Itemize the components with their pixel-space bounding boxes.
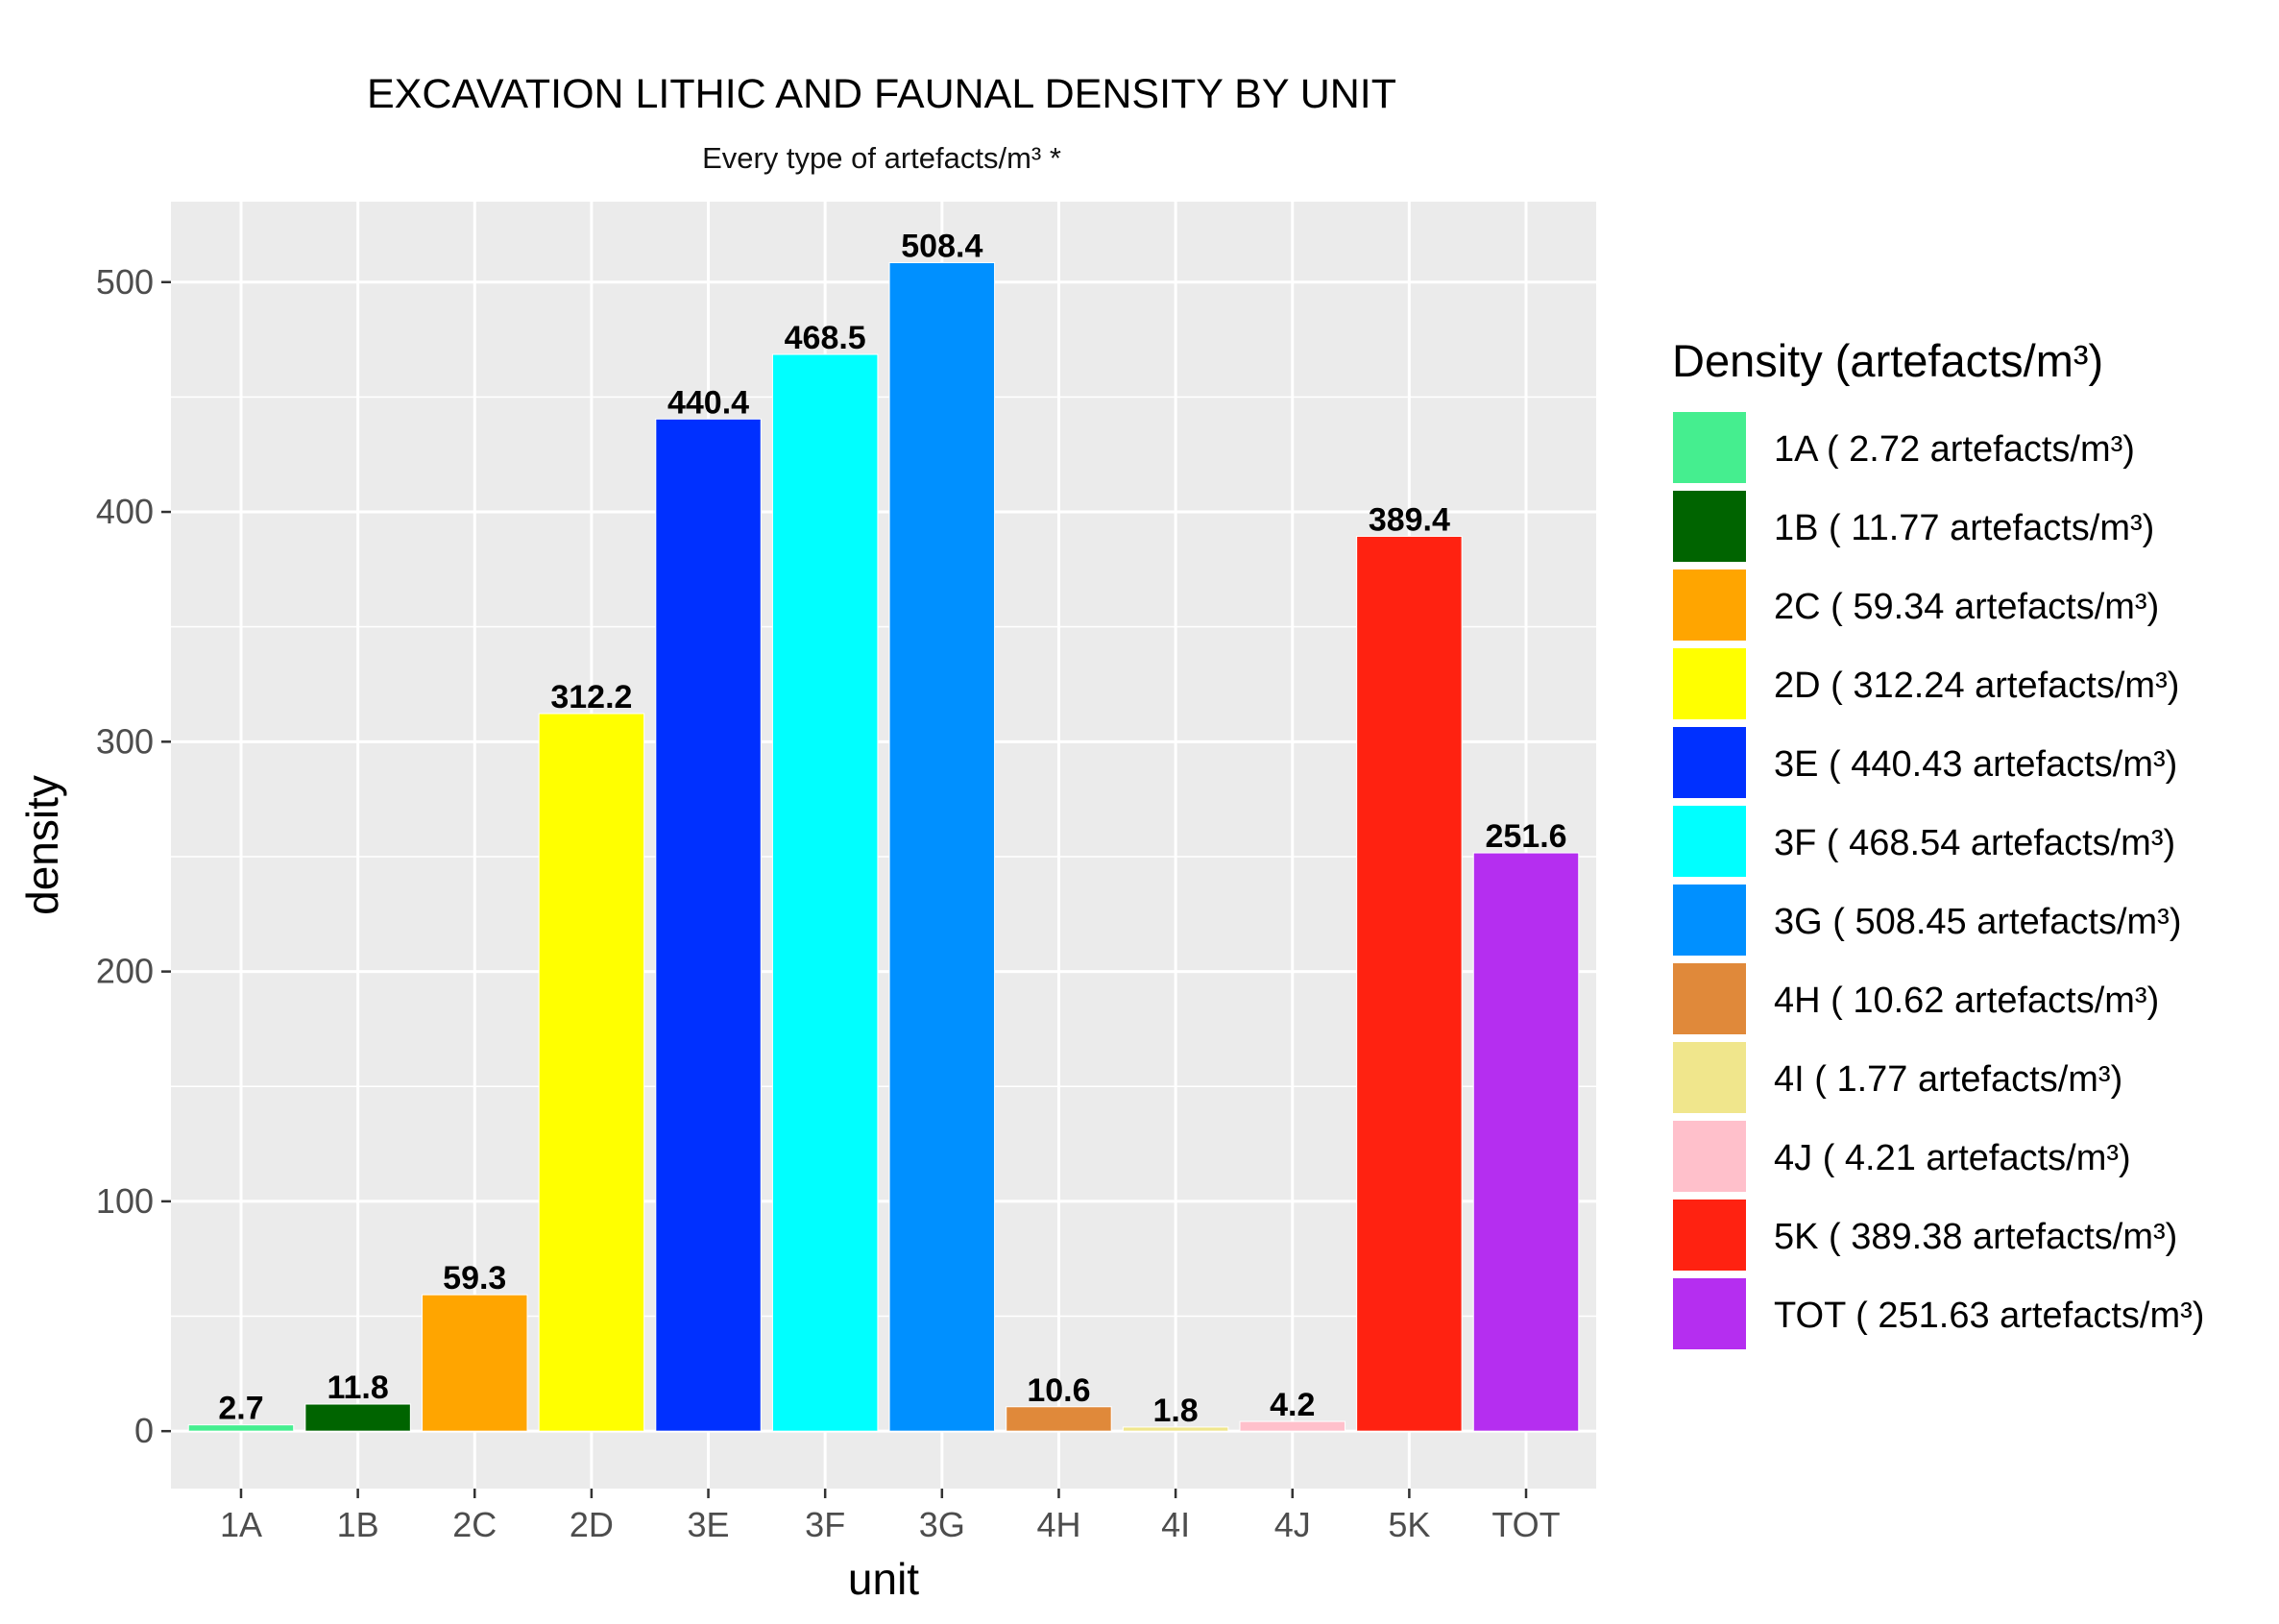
data-label-1a: 2.7 xyxy=(218,1391,263,1427)
legend-key-3g xyxy=(1671,883,1748,957)
chart-subtitle: Every type of artefacts/m³ * xyxy=(702,141,1061,175)
data-label-4i: 1.8 xyxy=(1152,1393,1198,1429)
x-tick-label: 3F xyxy=(805,1505,845,1544)
x-tick-label: 4I xyxy=(1161,1505,1190,1544)
x-tick-label: 3G xyxy=(919,1505,965,1544)
bar-5k xyxy=(1356,535,1463,1432)
x-tick-label: 2D xyxy=(570,1505,614,1544)
data-label-3g: 508.4 xyxy=(901,229,982,265)
data-label-2d: 312.2 xyxy=(550,679,632,715)
bar-4j xyxy=(1239,1420,1346,1432)
y-tick-label: 100 xyxy=(96,1181,154,1221)
x-tick-label: 2C xyxy=(452,1505,497,1544)
legend-key-1b xyxy=(1671,489,1748,564)
data-label-1b: 11.8 xyxy=(327,1369,388,1406)
legend-key-3e xyxy=(1671,725,1748,800)
x-tick-label: 3E xyxy=(688,1505,730,1544)
legend-key-2c xyxy=(1671,568,1748,642)
data-label-5k: 389.4 xyxy=(1369,501,1450,538)
legend-label-4i: 4I ( 1.77 artefacts/m³) xyxy=(1774,1059,2122,1100)
legend-label-4j: 4J ( 4.21 artefacts/m³) xyxy=(1774,1138,2131,1178)
y-tick-label: 400 xyxy=(96,492,154,531)
y-axis-title: density xyxy=(17,775,67,915)
bar-2d xyxy=(538,713,645,1432)
bar-2c xyxy=(422,1294,528,1432)
x-axis-title: unit xyxy=(848,1554,919,1604)
y-tick-label: 300 xyxy=(96,721,154,761)
x-tick-label: 4J xyxy=(1274,1505,1311,1544)
data-labels: 2.7 11.8 59.3 312.2 440.4 468.5 508.4 10.6 1.8 4.… xyxy=(218,229,1566,1429)
legend-label-3f: 3F ( 468.54 artefacts/m³) xyxy=(1774,823,2175,863)
x-tick-label: TOT xyxy=(1491,1505,1560,1544)
legend-label-3e: 3E ( 440.43 artefacts/m³) xyxy=(1774,744,2177,785)
legend-label-2c: 2C ( 59.34 artefacts/m³) xyxy=(1774,587,2159,627)
bar-1b xyxy=(304,1403,411,1432)
legend-title: Density (artefacts/m³) xyxy=(1672,335,2103,386)
legend-label-2d: 2D ( 312.24 artefacts/m³) xyxy=(1774,666,2179,706)
legend-key-4i xyxy=(1671,1040,1748,1115)
y-tick-label: 0 xyxy=(134,1411,154,1450)
legend-items: 1A ( 2.72 artefacts/m³) 1B ( 11.77 artefa… xyxy=(1671,410,2204,1351)
legend-label-4h: 4H ( 10.62 artefacts/m³) xyxy=(1774,981,2159,1021)
x-tick-label: 1A xyxy=(220,1505,262,1544)
bar-4i xyxy=(1122,1426,1229,1432)
bar-1a xyxy=(187,1424,295,1432)
data-label-4h: 10.6 xyxy=(1027,1372,1090,1409)
bar-3g xyxy=(888,262,996,1432)
y-axis-ticks: 0 100 200 300 400 500 xyxy=(96,262,171,1450)
legend-label-tot: TOT ( 251.63 artefacts/m³) xyxy=(1774,1296,2204,1336)
data-label-3f: 468.5 xyxy=(785,320,866,356)
y-tick-label: 200 xyxy=(96,952,154,991)
bars xyxy=(187,262,1580,1432)
legend-key-2d xyxy=(1671,646,1748,721)
x-tick-label: 5K xyxy=(1388,1505,1430,1544)
data-label-tot: 251.6 xyxy=(1485,818,1566,855)
legend-key-5k xyxy=(1671,1198,1748,1273)
chart-title: EXCAVATION LITHIC AND FAUNAL DENSITY BY … xyxy=(367,71,1396,117)
data-label-3e: 440.4 xyxy=(667,384,749,421)
legend-key-4h xyxy=(1671,961,1748,1036)
bar-3f xyxy=(771,353,879,1432)
legend-key-tot xyxy=(1671,1276,1748,1351)
x-tick-label: 4H xyxy=(1036,1505,1080,1544)
legend-label-3g: 3G ( 508.45 artefacts/m³) xyxy=(1774,902,2182,942)
x-axis-ticks: 1A 1B 2C 2D 3E 3F 3G 4H 4I 4J 5K TOT xyxy=(220,1489,1561,1544)
data-label-2c: 59.3 xyxy=(443,1260,506,1297)
legend-key-4j xyxy=(1671,1119,1748,1194)
legend-key-1a xyxy=(1671,410,1748,485)
legend-key-3f xyxy=(1671,804,1748,879)
bar-4h xyxy=(1006,1406,1112,1432)
legend-label-1a: 1A ( 2.72 artefacts/m³) xyxy=(1774,429,2135,470)
legend-label-5k: 5K ( 389.38 artefacts/m³) xyxy=(1774,1217,2177,1257)
data-label-4j: 4.2 xyxy=(1270,1387,1315,1423)
y-tick-label: 500 xyxy=(96,262,154,302)
legend: Density (artefacts/m³) 1A ( 2.72 artefac… xyxy=(1671,335,2204,1351)
bar-3e xyxy=(655,418,762,1432)
x-tick-label: 1B xyxy=(337,1505,379,1544)
bar-tot xyxy=(1472,852,1580,1432)
legend-label-1b: 1B ( 11.77 artefacts/m³) xyxy=(1774,508,2154,548)
